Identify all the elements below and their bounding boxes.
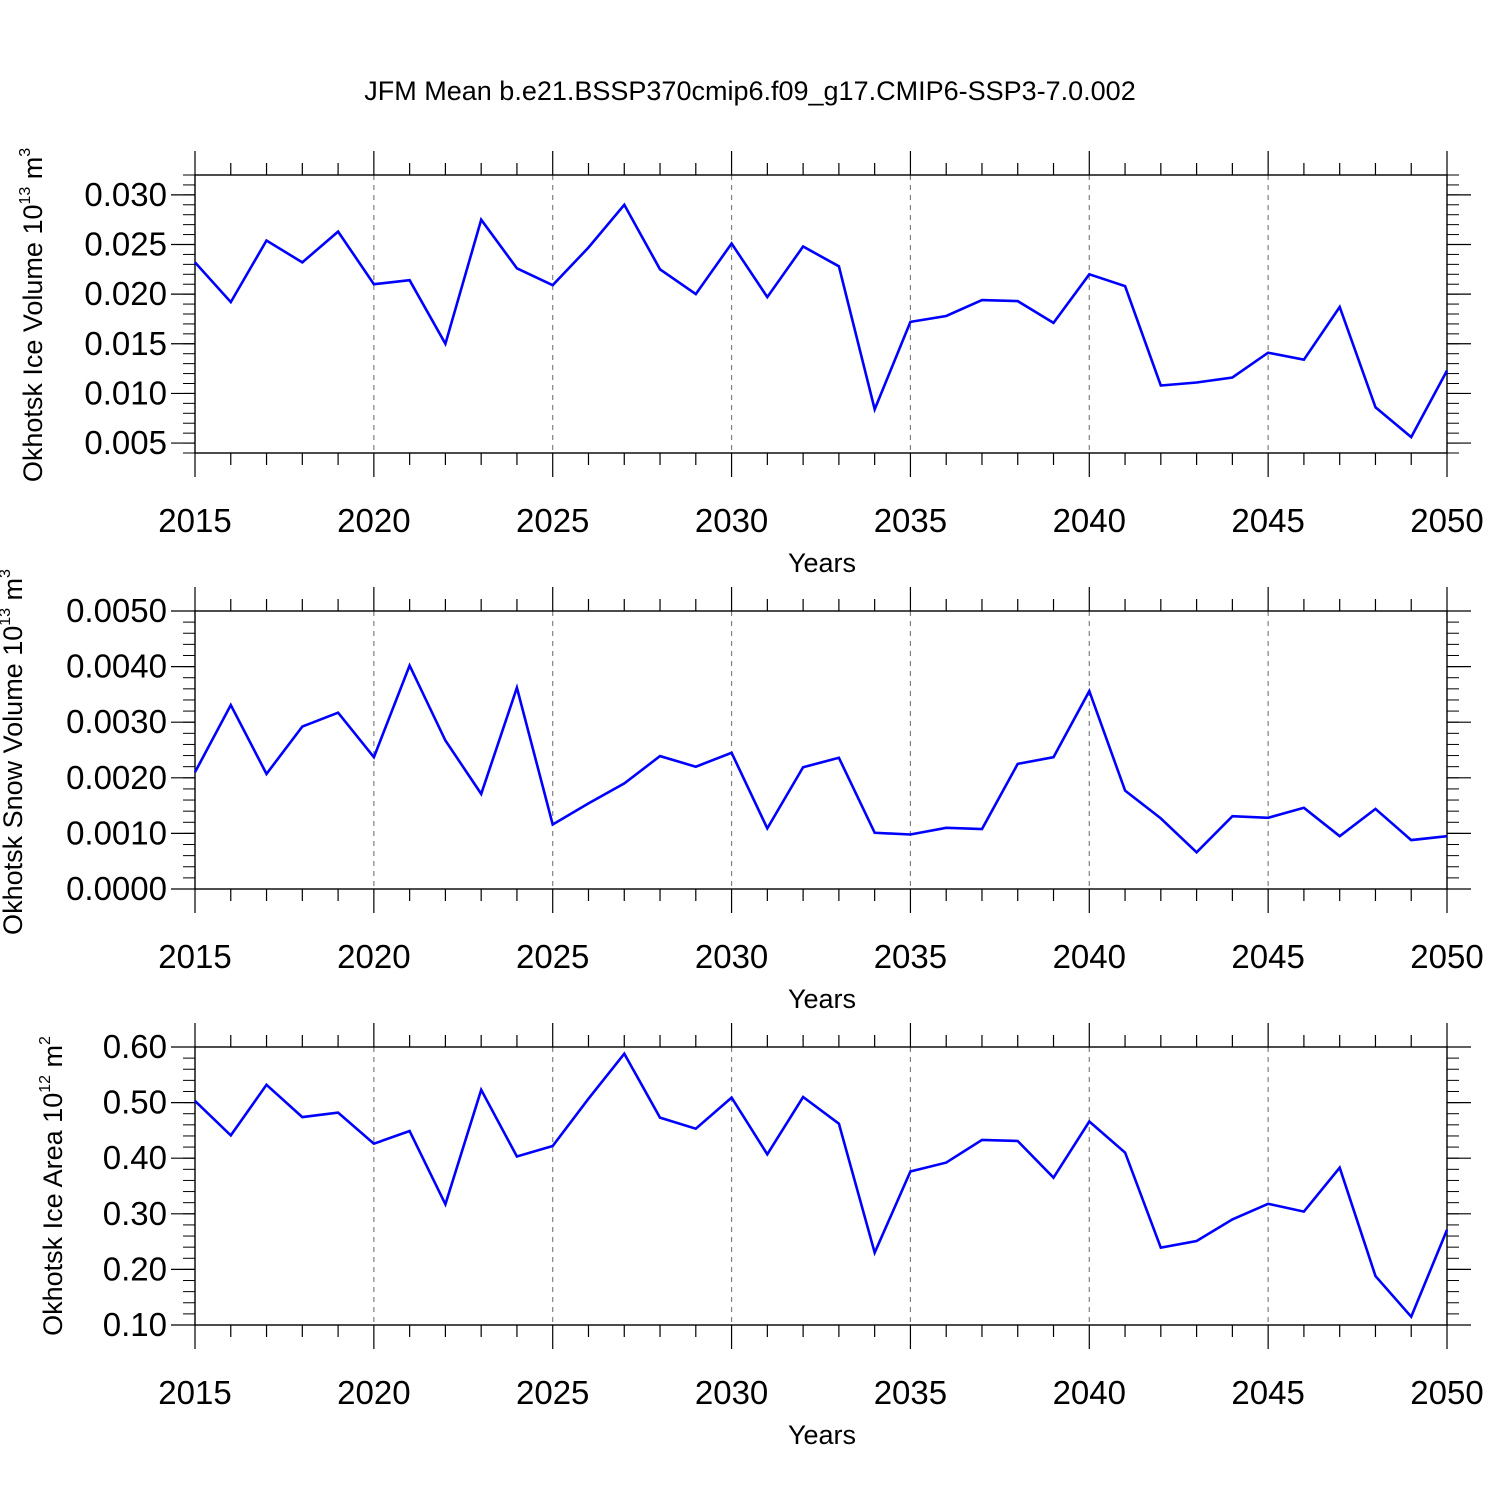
x-tick-label: 2045 [1231,938,1304,975]
x-tick-label: 2025 [516,938,589,975]
x-tick-label: 2020 [337,938,410,975]
y-tick-label: 0.0000 [66,870,167,907]
x-tick-label: 2035 [874,1374,947,1411]
ylabel-ice-area: Okhotsk Ice Area 1012 m2 [37,1036,68,1336]
y-tick-label: 0.0020 [66,759,167,796]
y-tick-label: 0.20 [103,1250,167,1287]
x-tick-label: 2035 [874,502,947,539]
xlabel-ice-volume: Years [788,548,856,578]
panel-snow-volume: Okhotsk Snow Volume 1013 m3 Years 0.0000… [0,569,1484,1014]
series-line [194,202,1449,440]
x-tick-label: 2030 [695,938,768,975]
plot-frame [194,1046,1448,1326]
y-tick-label: 0.005 [84,424,167,461]
x-tick-label: 2045 [1231,1374,1304,1411]
x-tick-label: 2040 [1053,1374,1126,1411]
y-tick-label: 0.0050 [66,592,167,629]
x-tick-label: 2050 [1410,1374,1483,1411]
y-tick-label: 0.0010 [66,814,167,851]
x-tick-label: 2035 [874,938,947,975]
x-tick-label: 2030 [695,1374,768,1411]
xlabel-snow-volume: Years [788,984,856,1014]
ylabel-snow-volume: Okhotsk Snow Volume 1013 m3 [0,569,28,935]
y-tick-label: 0.020 [84,275,167,312]
y-tick-label: 0.50 [103,1084,167,1121]
y-tick-label: 0.010 [84,374,167,411]
y-tick-label: 0.60 [103,1028,167,1065]
series-line [194,1051,1449,1320]
plot-frame [194,610,1448,890]
y-tick-label: 0.0030 [66,703,167,740]
y-tick-label: 0.10 [103,1306,167,1343]
x-tick-label: 2045 [1231,502,1304,539]
xlabel-ice-area: Years [788,1420,856,1450]
chart-title: JFM Mean b.e21.BSSP370cmip6.f09_g17.CMIP… [364,76,1135,106]
x-tick-label: 2015 [158,502,231,539]
y-tick-label: 0.030 [84,176,167,213]
y-tick-label: 0.40 [103,1139,167,1176]
x-tick-label: 2020 [337,502,410,539]
x-tick-label: 2015 [158,938,231,975]
series-line [193,662,1448,855]
x-tick-label: 2015 [158,1374,231,1411]
y-tick-label: 0.0040 [66,648,167,685]
x-tick-label: 2030 [695,502,768,539]
x-tick-label: 2025 [516,502,589,539]
panel-ice-area: Okhotsk Ice Area 1012 m2 Years 0.10 0.20 0… [37,1023,1484,1450]
ylabel-ice-volume: Okhotsk Ice Volume 1013 m3 [17,148,48,482]
y-tick-label: 0.30 [103,1195,167,1232]
x-tick-label: 2050 [1410,502,1483,539]
panel-ice-volume: Okhotsk Ice Volume 1013 m3 Years 0.005 0.… [17,148,1484,578]
plot-frame [194,174,1448,454]
x-tick-label: 2020 [337,1374,410,1411]
x-tick-label: 2040 [1053,502,1126,539]
x-tick-label: 2025 [516,1374,589,1411]
x-tick-label: 2040 [1053,938,1126,975]
y-tick-label: 0.015 [84,325,167,362]
x-tick-label: 2050 [1410,938,1483,975]
y-tick-label: 0.025 [84,226,167,263]
